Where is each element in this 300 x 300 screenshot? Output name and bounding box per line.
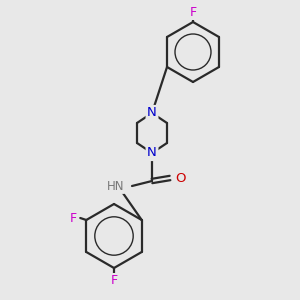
Text: N: N: [147, 146, 157, 160]
Text: F: F: [189, 5, 197, 19]
Text: N: N: [147, 106, 157, 119]
Text: F: F: [70, 212, 77, 224]
Text: O: O: [175, 172, 185, 184]
Text: HN: HN: [106, 179, 124, 193]
Text: F: F: [110, 274, 118, 287]
